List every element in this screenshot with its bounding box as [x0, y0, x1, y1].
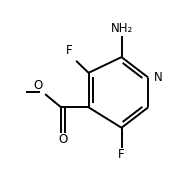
Text: NH₂: NH₂ — [110, 22, 133, 35]
Text: N: N — [154, 71, 162, 84]
Text: F: F — [65, 44, 72, 57]
Text: F: F — [118, 148, 125, 161]
Text: O: O — [58, 133, 68, 146]
Text: O: O — [33, 79, 42, 92]
